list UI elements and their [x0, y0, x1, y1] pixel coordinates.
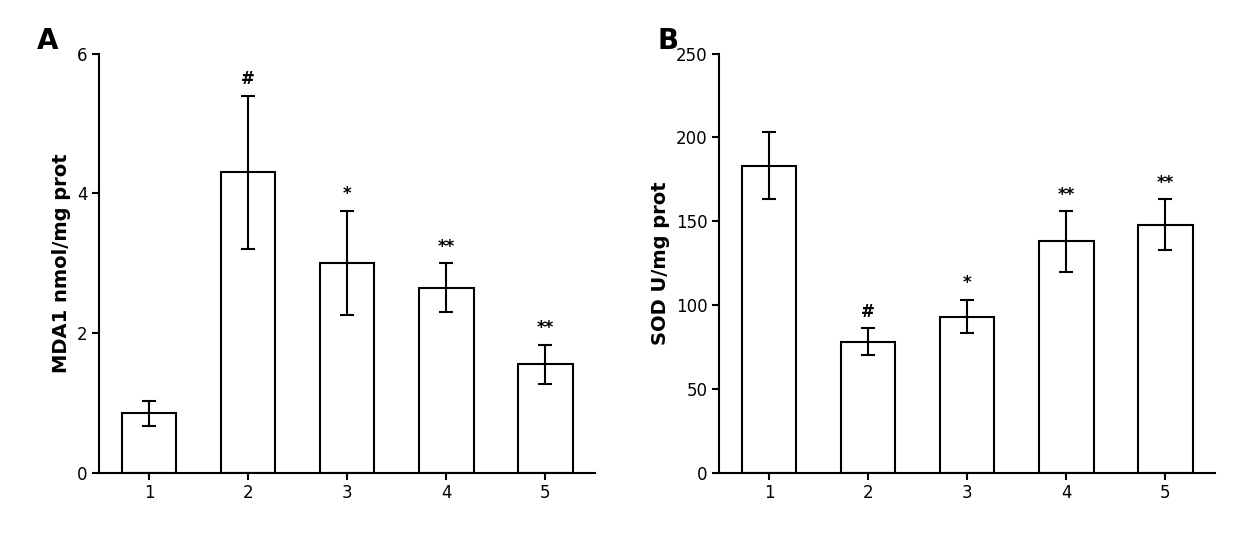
- Bar: [320, 263, 374, 473]
- Text: **: **: [438, 237, 455, 256]
- Y-axis label: MDA1 nmol/mg prot: MDA1 nmol/mg prot: [52, 154, 71, 373]
- Bar: [940, 317, 994, 473]
- Text: **: **: [1157, 174, 1174, 192]
- Bar: [221, 172, 275, 473]
- Text: *: *: [343, 185, 351, 203]
- Bar: [841, 342, 895, 473]
- Bar: [419, 288, 474, 473]
- Text: **: **: [537, 320, 554, 337]
- Text: #: #: [861, 303, 875, 321]
- Text: B: B: [657, 27, 678, 55]
- Text: *: *: [963, 274, 971, 293]
- Text: A: A: [37, 27, 58, 55]
- Text: #: #: [241, 70, 255, 88]
- Bar: [1138, 224, 1193, 473]
- Bar: [122, 413, 176, 473]
- Text: **: **: [1058, 186, 1075, 204]
- Bar: [1039, 241, 1094, 473]
- Bar: [742, 166, 796, 473]
- Y-axis label: SOD U/mg prot: SOD U/mg prot: [651, 182, 670, 345]
- Bar: [518, 364, 573, 473]
